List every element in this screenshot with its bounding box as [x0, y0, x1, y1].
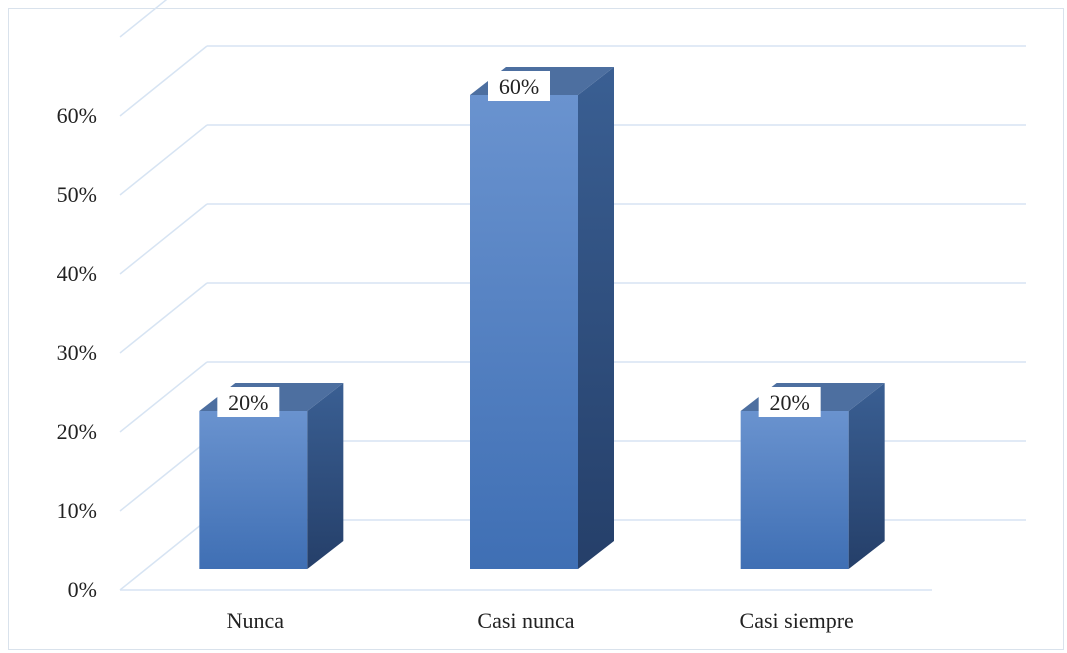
gridline-diagonal — [119, 282, 208, 354]
y-tick-label: 50% — [57, 182, 97, 207]
x-category-label: Nunca — [227, 608, 285, 633]
gridline-diagonal — [119, 45, 208, 117]
y-tick-label: 30% — [57, 340, 97, 365]
y-tick-label: 0% — [68, 577, 97, 602]
bar-side — [578, 67, 614, 569]
bar-front — [199, 411, 308, 569]
y-tick-label: 20% — [57, 419, 97, 444]
x-category-label: Casi siempre — [740, 608, 854, 633]
data-label: 20% — [228, 390, 268, 415]
data-label: 20% — [770, 390, 810, 415]
bar-casi-nunca — [470, 67, 614, 569]
gridline-diagonal — [119, 361, 208, 433]
data-label: 60% — [499, 74, 539, 99]
gridline-diagonal — [119, 203, 208, 275]
gridline-diagonal — [119, 124, 208, 196]
data-label-box — [217, 387, 280, 417]
bar-side — [307, 383, 344, 569]
y-tick-label: 10% — [57, 498, 97, 523]
chart-frame — [8, 8, 1064, 650]
gridlines — [119, 0, 1026, 591]
labels: 0% 10% 20% 30% 40% 50% 60% 20% Nunca 60% Casi nunc… — [57, 71, 854, 633]
x-category-label: Casi nunca — [477, 608, 574, 633]
gridline-diagonal — [119, 0, 168, 38]
y-tick-label: 60% — [57, 103, 97, 128]
bar-front — [470, 95, 578, 569]
bar-side — [848, 383, 885, 569]
data-label-box — [488, 71, 550, 101]
y-tick-label: 40% — [57, 261, 97, 286]
bar-front — [740, 411, 849, 569]
gridline-diagonal — [119, 440, 208, 512]
data-label-box — [758, 387, 821, 417]
gridline-diagonal — [119, 519, 208, 591]
bars — [199, 67, 885, 569]
